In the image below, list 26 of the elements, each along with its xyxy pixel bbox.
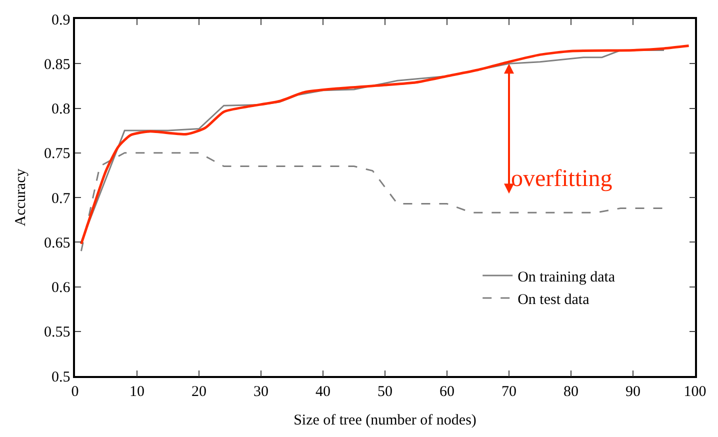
x-tick-label: 90: [626, 384, 640, 400]
y-axis-title: Accuracy: [12, 168, 29, 226]
x-tick-label: 40: [316, 384, 330, 400]
x-tick-label: 80: [564, 384, 578, 400]
x-tick-label: 70: [502, 384, 516, 400]
y-tick-label: 0.6: [52, 280, 71, 296]
x-tick-label: 50: [378, 384, 392, 400]
y-tick-label: 0.7: [52, 190, 71, 207]
legend-label: On test data: [518, 292, 590, 308]
y-tick-label: 0.85: [44, 56, 70, 73]
x-axis-title: Size of tree (number of nodes): [294, 412, 476, 428]
x-tick-label: 0: [71, 384, 79, 400]
x-tick-label: 30: [254, 384, 268, 400]
y-tick-label: 0.9: [52, 12, 70, 28]
y-tick-label: 0.55: [44, 324, 70, 341]
x-tick-label: 100: [684, 384, 706, 400]
annotation: overfitting: [511, 166, 612, 192]
y-tick-label: 0.8: [52, 102, 70, 118]
y-tick-label: 0.65: [44, 235, 70, 252]
line-series: [80, 152, 665, 252]
x-tick-label: 60: [440, 384, 454, 400]
x-tick-label: 20: [192, 384, 206, 400]
y-tick-label: 0.5: [52, 369, 70, 386]
x-tick-label: 10: [130, 384, 144, 400]
y-tick-label: 0.75: [44, 146, 70, 162]
legend-label: On training data: [518, 269, 616, 286]
